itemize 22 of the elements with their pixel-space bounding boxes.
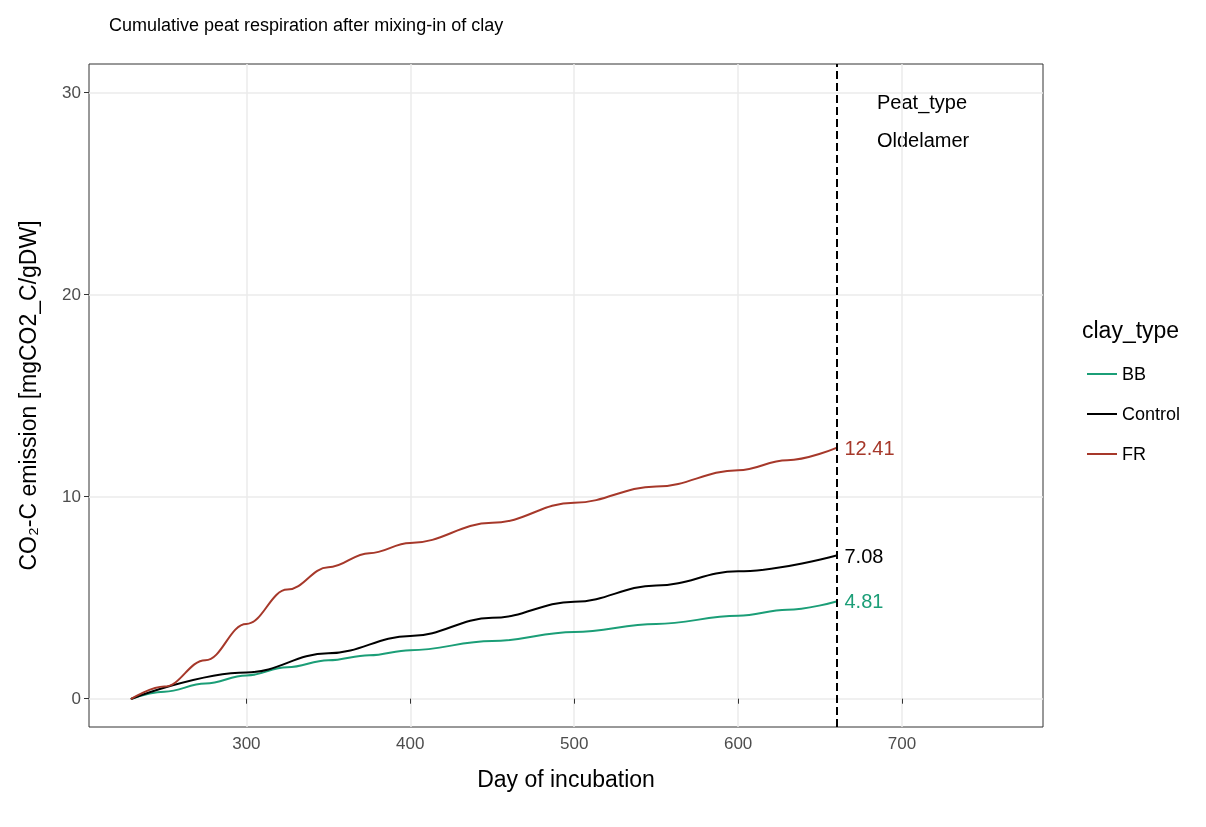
annotation: Oldelamer (877, 129, 970, 151)
y-tick-label: 20 (62, 284, 81, 304)
y-axis-title: CO₂-C emission [mgCO2_C/gDW] (14, 220, 41, 571)
legend-title: clay_type (1082, 316, 1180, 343)
x-tick-label: 300 (232, 734, 261, 753)
legend-label: Control (1122, 404, 1181, 424)
x-tick-label: 400 (396, 734, 425, 753)
x-tick-label: 600 (723, 734, 753, 753)
chart-title: Cumulative peat respiration after mixing-in of clay (109, 15, 504, 35)
y-tick-label: 10 (62, 487, 81, 507)
x-tick-label: 700 (887, 734, 917, 753)
y-tick-label: 0 (71, 689, 81, 709)
legend-label: FR (1122, 444, 1146, 464)
x-tick-label: 500 (560, 734, 589, 753)
data-label: 12.41 (844, 436, 895, 459)
line-series (130, 446, 838, 700)
data-label: 4.81 (844, 590, 884, 613)
annotation: Peat_type (877, 91, 968, 114)
y-tick-label: 30 (62, 82, 81, 102)
data-label: 7.08 (844, 544, 884, 567)
legend-label: BB (1122, 364, 1147, 384)
x-axis-title: Day of incubation (477, 765, 655, 792)
